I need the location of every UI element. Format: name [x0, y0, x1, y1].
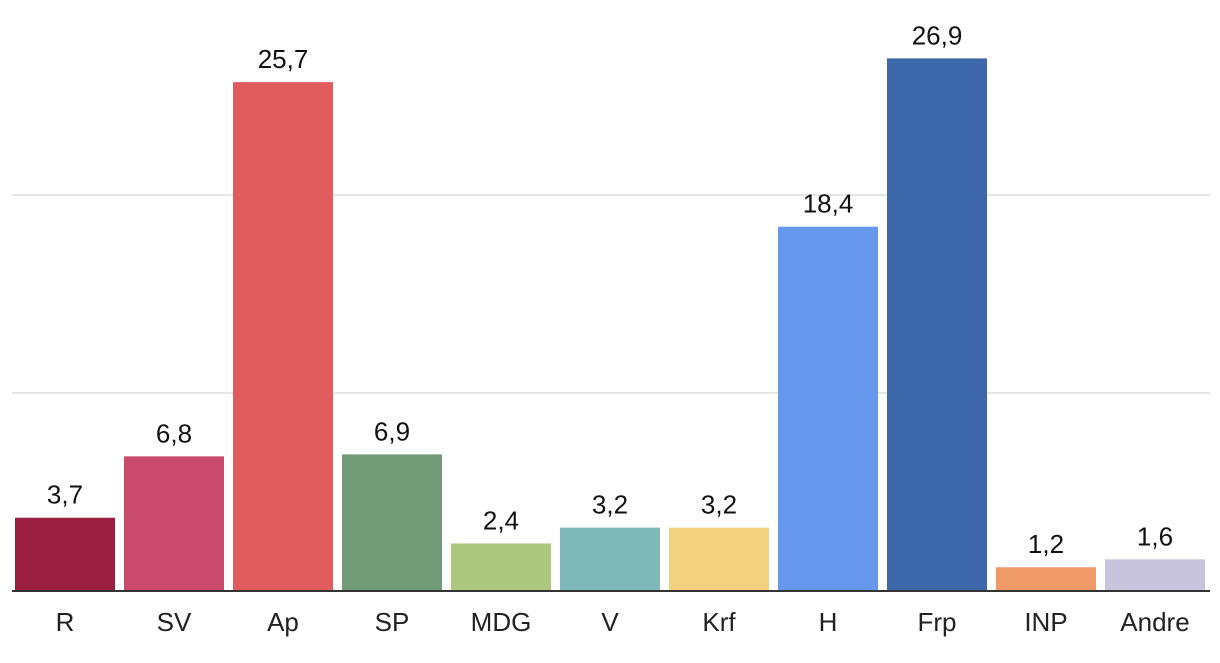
bar-ap [233, 82, 333, 591]
value-label-inp: 1,2 [1028, 529, 1064, 559]
bar-frp [887, 58, 987, 591]
value-label-sv: 6,8 [156, 418, 192, 448]
category-labels: R SV Ap SP MDG V Krf H Frp INP Andre [56, 607, 1190, 637]
value-label-andre: 1,6 [1137, 521, 1173, 551]
gridlines [12, 194, 1210, 394]
category-label-h: H [819, 607, 838, 637]
bar-sv [124, 456, 224, 591]
value-label-ap: 25,7 [258, 44, 309, 74]
category-label-sp: SP [375, 607, 410, 637]
value-label-v: 3,2 [592, 490, 628, 520]
category-label-v: V [601, 607, 619, 637]
bar-krf [669, 527, 769, 591]
value-label-mdg: 2,4 [483, 505, 519, 535]
category-label-ap: Ap [267, 607, 299, 637]
bar-sp [342, 454, 442, 591]
value-label-frp: 26,9 [912, 20, 963, 50]
bar-andre [1105, 559, 1205, 591]
category-label-andre: Andre [1120, 607, 1189, 637]
value-label-h: 18,4 [803, 189, 854, 219]
category-label-krf: Krf [702, 607, 736, 637]
category-label-mdg: MDG [471, 607, 532, 637]
value-labels: 3,7 6,8 25,7 6,9 2,4 3,2 3,2 18,4 26,9 1,2 1,6 [47, 20, 1173, 559]
category-label-r: R [56, 607, 75, 637]
category-label-inp: INP [1024, 607, 1067, 637]
bar-mdg [451, 543, 551, 591]
bar-inp [996, 567, 1096, 591]
value-label-sp: 6,9 [374, 416, 410, 446]
bar-h [778, 226, 878, 591]
bar-v [560, 527, 660, 591]
value-label-krf: 3,2 [701, 490, 737, 520]
category-label-frp: Frp [918, 607, 957, 637]
bar-r [15, 517, 115, 591]
value-label-r: 3,7 [47, 480, 83, 510]
bars [15, 58, 1205, 591]
category-label-sv: SV [157, 607, 192, 637]
